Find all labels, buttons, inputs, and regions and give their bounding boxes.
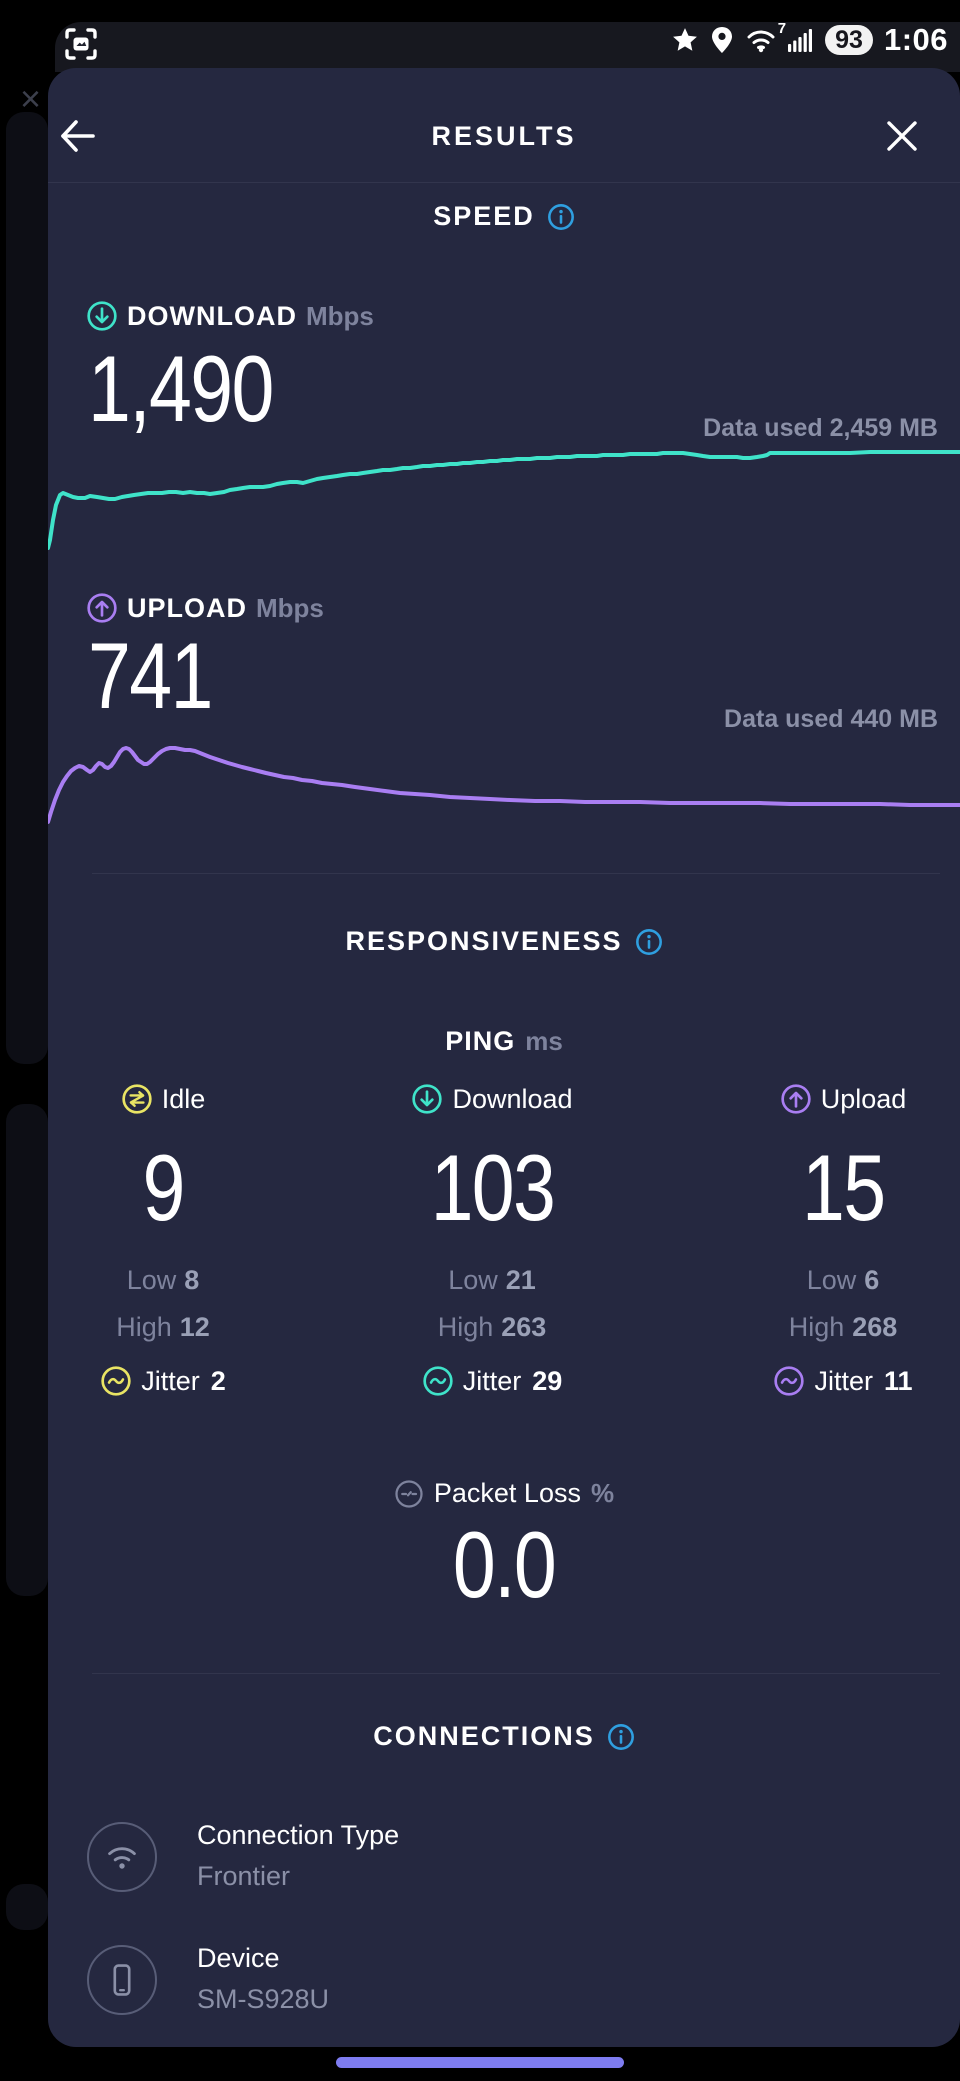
idle-header: Idle xyxy=(121,1083,206,1115)
star-icon xyxy=(673,28,698,51)
circle-arrow-up-icon xyxy=(781,1084,811,1114)
download-label: DOWNLOAD xyxy=(127,300,297,331)
info-icon[interactable] xyxy=(547,203,575,231)
back-arrow-icon xyxy=(61,120,95,152)
upload-ping-header: Upload xyxy=(780,1083,907,1115)
download-ping-value: 103 xyxy=(430,1135,555,1240)
results-card xyxy=(48,68,960,2047)
connection-type-label: Connection Type xyxy=(197,1820,400,1850)
ping-column-download: Download 103 Low 21 High 263 Jitter 29 xyxy=(367,1083,617,1397)
device-label: Device xyxy=(197,1943,280,1973)
circle-arrow-down-icon xyxy=(87,301,117,331)
section-divider xyxy=(92,1673,940,1674)
ping-heading: PING ms xyxy=(48,1026,960,1057)
download-low: Low 21 xyxy=(448,1265,536,1295)
background-panel xyxy=(6,112,48,1064)
packet-loss-icon xyxy=(395,1479,423,1508)
upload-jitter: Jitter 11 xyxy=(773,1365,913,1397)
upload-label: UPLOAD xyxy=(127,592,247,623)
download-jitter: Jitter 29 xyxy=(422,1365,562,1397)
header-divider xyxy=(48,182,960,183)
section-divider xyxy=(92,873,940,874)
connection-type-ring xyxy=(87,1822,157,1892)
idle-low: Low 8 xyxy=(126,1265,200,1295)
status-bar: 7 93 1:06 xyxy=(671,20,948,58)
ping-label: PING xyxy=(445,1026,516,1056)
upload-value: 741 xyxy=(88,623,213,728)
jitter-icon xyxy=(101,1366,131,1396)
page-title: RESULTS xyxy=(431,121,577,151)
idle-latency-icon xyxy=(122,1084,152,1114)
close-icon xyxy=(887,121,917,151)
ping-unit: ms xyxy=(525,1026,563,1056)
connection-type-value: Frontier xyxy=(197,1861,291,1891)
background-close-icon: × xyxy=(20,78,42,119)
speed-heading-label: SPEED xyxy=(433,201,535,231)
upload-chart xyxy=(48,746,960,824)
responsiveness-section-heading: RESPONSIVENESS xyxy=(48,926,960,957)
packet-loss-label: Packet Loss xyxy=(433,1478,581,1508)
idle-ping-value: 9 xyxy=(142,1135,185,1240)
download-ping-label: Download xyxy=(452,1083,573,1114)
info-icon[interactable] xyxy=(635,928,663,956)
upload-low: Low 6 xyxy=(806,1265,880,1295)
circle-arrow-up-icon xyxy=(87,593,117,623)
background-panel xyxy=(6,1884,48,1930)
download-high: High 263 xyxy=(437,1312,547,1342)
battery-indicator: 93 xyxy=(825,25,873,55)
background-panel xyxy=(6,1104,48,1596)
upload-data-used: Data used 440 MB xyxy=(724,705,938,733)
responsiveness-heading-label: RESPONSIVENESS xyxy=(345,926,623,956)
idle-jitter: Jitter 2 xyxy=(100,1365,226,1397)
connections-heading-label: CONNECTIONS xyxy=(373,1721,595,1751)
location-icon xyxy=(712,27,733,53)
upload-unit: Mbps xyxy=(256,592,324,623)
download-label-row: DOWNLOAD Mbps xyxy=(86,300,374,332)
jitter-icon xyxy=(774,1366,805,1396)
packet-loss-heading: Packet Loss % xyxy=(48,1478,960,1509)
upload-high: High 268 xyxy=(788,1312,898,1342)
download-data-used: Data used 2,459 MB xyxy=(703,414,938,442)
close-button[interactable] xyxy=(884,118,920,154)
upload-label-row: UPLOAD Mbps xyxy=(86,592,324,624)
wifi-icon xyxy=(108,1847,136,1869)
speed-section-heading: SPEED xyxy=(48,201,960,232)
info-icon[interactable] xyxy=(607,1723,635,1751)
download-unit: Mbps xyxy=(305,300,374,331)
upload-ping-label: Upload xyxy=(820,1083,907,1114)
screenshot-captured-icon xyxy=(63,26,99,62)
ping-column-idle: Idle 9 Low 8 High 12 Jitter 2 xyxy=(38,1083,288,1397)
download-chart xyxy=(48,450,960,550)
wifi-icon: 7 xyxy=(745,20,786,53)
download-ping-header: Download xyxy=(411,1083,573,1115)
circle-arrow-down-icon xyxy=(412,1084,443,1114)
device-value: SM-S928U xyxy=(197,1984,330,2014)
home-indicator[interactable] xyxy=(336,2057,624,2068)
ping-column-upload: Upload 15 Low 6 High 268 Jitter 11 xyxy=(718,1083,960,1397)
jitter-icon xyxy=(423,1366,453,1396)
idle-high: High 12 xyxy=(116,1312,210,1342)
download-value: 1,490 xyxy=(88,336,274,441)
upload-ping-value: 15 xyxy=(801,1135,886,1240)
back-button[interactable] xyxy=(57,117,97,155)
idle-label: Idle xyxy=(161,1083,206,1114)
cellular-signal-icon xyxy=(788,29,813,52)
packet-loss-value: 0.0 xyxy=(452,1512,557,1617)
connections-section-heading: CONNECTIONS xyxy=(48,1721,960,1752)
phone-icon xyxy=(113,1964,131,1996)
packet-loss-unit: % xyxy=(590,1478,615,1508)
device-ring xyxy=(87,1945,157,2015)
wifi-generation: 7 xyxy=(777,20,787,37)
clock: 1:06 xyxy=(883,22,948,57)
